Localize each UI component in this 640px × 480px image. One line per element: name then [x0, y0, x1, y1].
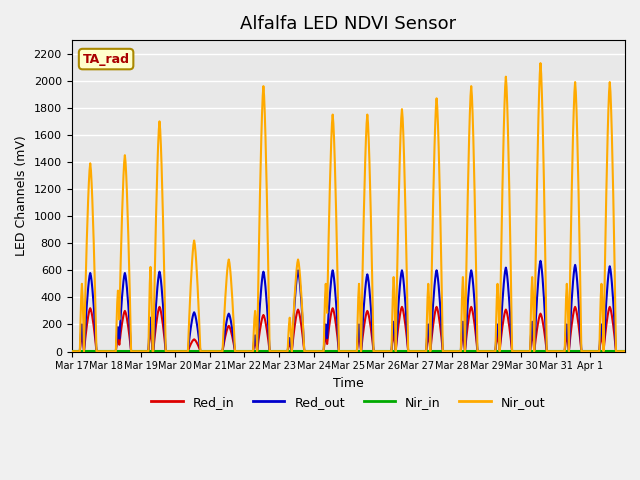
Legend: Red_in, Red_out, Nir_in, Nir_out: Red_in, Red_out, Nir_in, Nir_out — [147, 391, 550, 414]
Y-axis label: LED Channels (mV): LED Channels (mV) — [15, 135, 28, 256]
Text: TA_rad: TA_rad — [83, 53, 129, 66]
X-axis label: Time: Time — [333, 377, 364, 390]
Title: Alfalfa LED NDVI Sensor: Alfalfa LED NDVI Sensor — [240, 15, 456, 33]
